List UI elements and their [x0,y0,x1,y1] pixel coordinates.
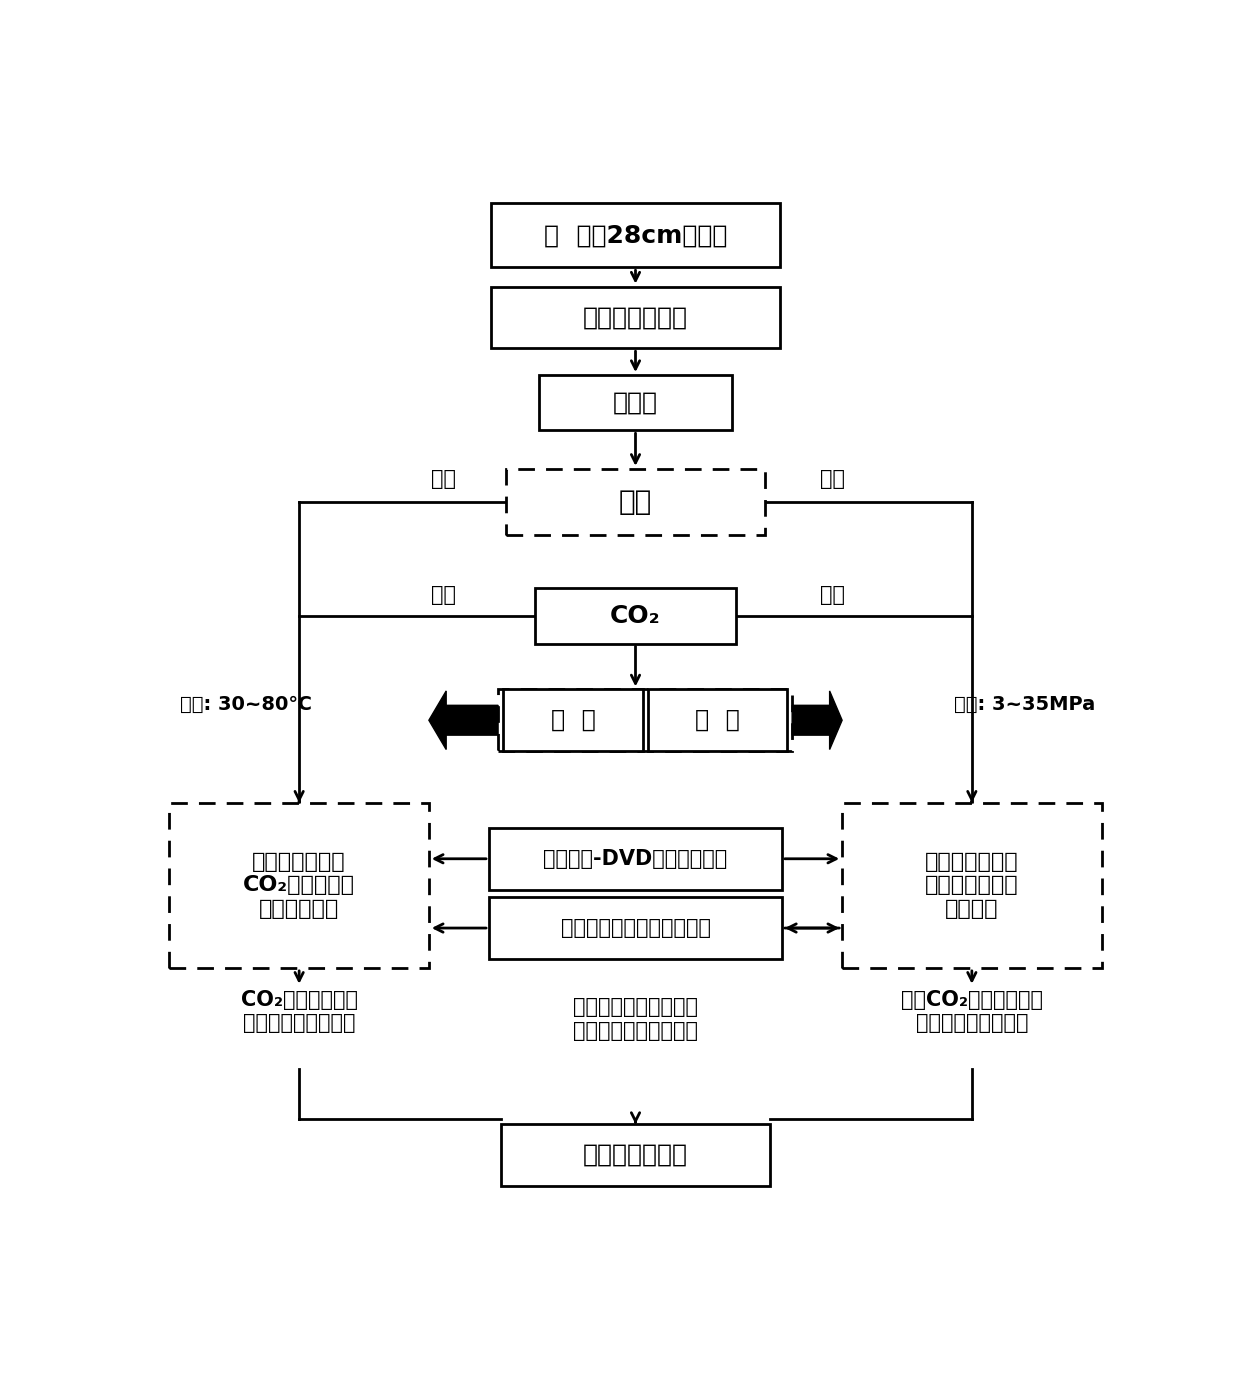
Bar [491,286,780,349]
Text: 定量: 定量 [820,469,844,489]
Text: CO₂溶解饱和纯水
的拉曼光谱谱图信息: CO₂溶解饱和纯水 的拉曼光谱谱图信息 [241,990,357,1032]
Bar [539,375,732,430]
Text: 过量: 过量 [430,585,456,605]
Text: 温  度: 温 度 [551,709,595,732]
FancyArrow shape [429,691,498,750]
Text: 已知CO₂浓度纯水溶液
的拉曼光谱谱图信息: 已知CO₂浓度纯水溶液 的拉曼光谱谱图信息 [900,990,1043,1032]
Bar [842,803,1101,967]
Text: CO₂: CO₂ [610,603,661,628]
Text: 检查装置气密性: 检查装置气密性 [583,306,688,329]
Bar [503,689,642,752]
Text: 不同温压条件下
CO₂溶解度测定
高精密冷热台: 不同温压条件下 CO₂溶解度测定 高精密冷热台 [243,853,355,919]
Bar [489,828,782,890]
FancyArrow shape [792,691,842,750]
Text: 获得溶解度数据: 获得溶解度数据 [583,1143,688,1167]
Text: 抽真空: 抽真空 [613,390,658,415]
Text: 压力: 3~35MPa: 压力: 3~35MPa [954,695,1095,714]
Text: 温度: 30~80℃: 温度: 30~80℃ [180,695,312,714]
Text: 通过拉曼光谱定量分析
法的基本原则建立关系: 通过拉曼光谱定量分析 法的基本原则建立关系 [573,998,698,1041]
Text: 纯水: 纯水 [619,487,652,516]
Text: 拉曼峰高比与物
质浓度关系测定
相平衡釜: 拉曼峰高比与物 质浓度关系测定 相平衡釜 [925,853,1019,919]
Text: 显微放大-DVD实时录像系统: 显微放大-DVD实时录像系统 [543,848,728,869]
Bar [501,1124,770,1186]
Text: 截  管（28cm左右）: 截 管（28cm左右） [544,223,727,248]
Text: 拉曼光谱原位在线检测系统: 拉曼光谱原位在线检测系统 [560,918,711,938]
Bar [647,689,787,752]
Bar [506,469,765,534]
Text: 定量: 定量 [430,469,456,489]
Bar [534,588,737,644]
Text: 定量: 定量 [820,585,844,605]
Text: 压  力: 压 力 [694,709,739,732]
Bar [491,203,780,267]
Bar [498,689,792,752]
Bar [489,897,782,959]
Bar [170,803,429,967]
